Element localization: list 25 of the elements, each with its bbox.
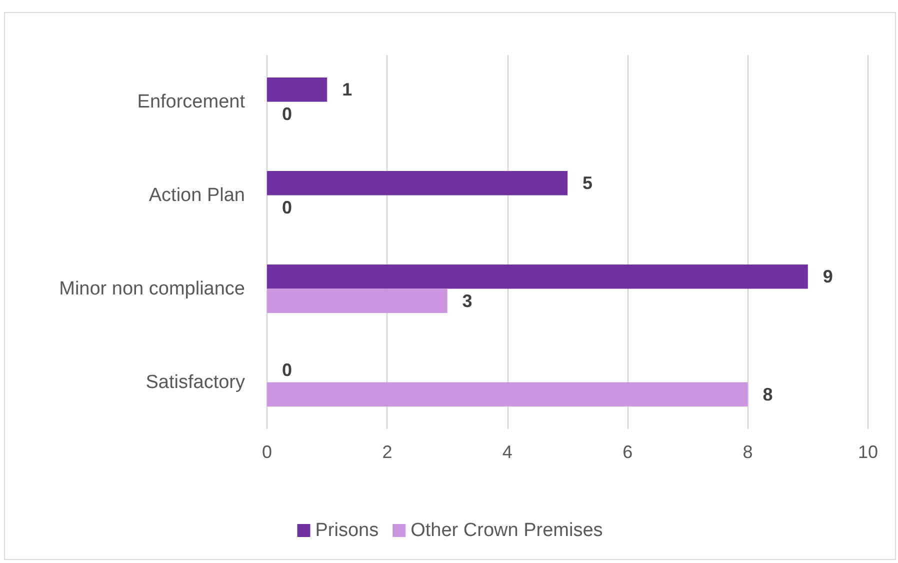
x-tick-label: 2 — [382, 442, 392, 462]
x-tick-label: 10 — [858, 442, 878, 462]
bar — [267, 288, 448, 314]
data-label: 0 — [282, 104, 292, 124]
y-tick-label: Satisfactory — [146, 372, 246, 393]
x-tick-label: 0 — [262, 442, 272, 462]
x-tick-label: 6 — [622, 442, 633, 462]
y-tick-label: Minor non compliance — [59, 278, 245, 300]
data-label: 0 — [282, 197, 292, 218]
data-label: 5 — [582, 173, 593, 194]
data-label: 8 — [762, 384, 773, 404]
x-tick-label: 8 — [742, 442, 753, 462]
legend-label: Prisons — [315, 520, 379, 541]
legend-label: Other Crown Premises — [410, 520, 603, 541]
bar — [267, 382, 748, 407]
data-label: 3 — [462, 290, 472, 311]
bar — [267, 170, 568, 196]
y-tick-label: Action Plan — [148, 184, 245, 206]
x-tick-label: 4 — [502, 442, 512, 462]
data-label: 1 — [342, 80, 352, 100]
bar — [267, 77, 328, 102]
y-tick-label: Enforcement — [137, 91, 246, 112]
data-label: 0 — [282, 360, 292, 380]
bar — [267, 264, 808, 289]
data-label: 9 — [822, 266, 833, 287]
